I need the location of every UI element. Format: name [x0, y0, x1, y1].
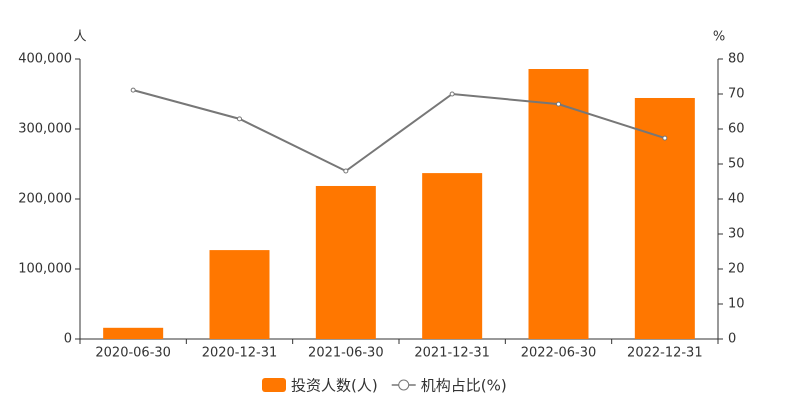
- bar: [528, 69, 589, 339]
- y2-tick-label: 50: [728, 157, 745, 172]
- x-tick-label: 2022-06-30: [521, 346, 597, 361]
- x-tick-label: 2021-12-31: [414, 346, 490, 361]
- legend-swatch: [398, 379, 410, 391]
- y-tick-label: 400,000: [18, 52, 72, 67]
- y2-tick-label: 70: [728, 87, 745, 102]
- y2-tick-label: 60: [728, 122, 745, 137]
- line-point: [449, 91, 455, 97]
- y2-tick-label: 40: [728, 192, 745, 207]
- bar: [634, 97, 695, 340]
- y2-axis-label: %: [713, 30, 725, 45]
- x-tick-label: 2020-06-30: [95, 346, 171, 361]
- line-point: [237, 116, 242, 122]
- x-tick-label: 2020-12-31: [202, 346, 278, 361]
- line-point: [130, 87, 136, 93]
- y-tick-label: 300,000: [18, 122, 72, 137]
- y-tick-label: 200,000: [18, 192, 72, 207]
- line-point: [662, 135, 668, 141]
- legend-swatch: [262, 378, 286, 392]
- legend-label: 机构占比(%): [421, 377, 507, 395]
- line: [132, 89, 666, 173]
- y2-tick-label: 30: [728, 227, 745, 242]
- y2-tick-label: 0: [728, 332, 736, 347]
- bar: [315, 185, 376, 339]
- x-tick-label: 2021-06-30: [308, 346, 384, 361]
- y2-tick-label: 20: [728, 262, 745, 277]
- bar: [422, 173, 483, 339]
- line-point: [343, 168, 349, 174]
- x-tick-label: 2022-12-31: [627, 346, 703, 361]
- line-point: [556, 101, 561, 107]
- y2-tick-label: 10: [728, 297, 745, 312]
- y2-tick-label: 80: [728, 52, 745, 67]
- y-tick-label: 0: [64, 332, 72, 347]
- bar: [209, 250, 270, 339]
- legend-label: 投资人数(人): [291, 377, 378, 395]
- y-axis-label: 人: [73, 30, 86, 45]
- y-tick-label: 100,000: [18, 262, 72, 277]
- bar: [103, 327, 164, 339]
